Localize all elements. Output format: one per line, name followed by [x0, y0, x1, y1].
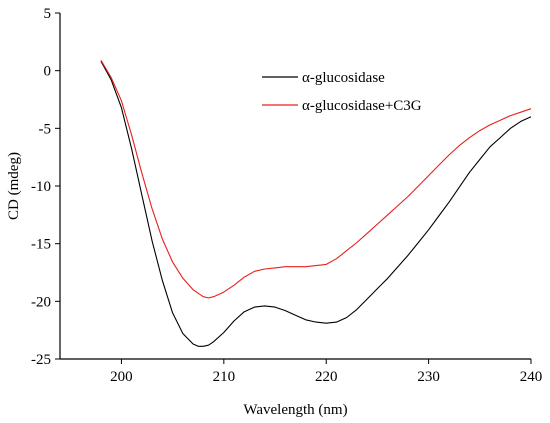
y-ticks: 5 0 -5 -10 -15 -20 -25 [31, 6, 60, 368]
legend-label: α-glucosidase+C3G [302, 98, 422, 114]
x-tick-label: 200 [110, 369, 133, 385]
x-ticks: 200 210 220 230 240 [110, 359, 542, 385]
x-tick-label: 220 [315, 369, 338, 385]
y-axis-label: CD (mdeg) [6, 152, 22, 220]
y-tick-label: -25 [31, 352, 51, 368]
y-tick-label: -5 [39, 121, 52, 137]
x-axis-label: Wavelength (nm) [243, 402, 347, 418]
x-tick-label: 230 [417, 369, 440, 385]
series-lines [100, 60, 532, 347]
legend-label: α-glucosidase [302, 70, 385, 86]
x-tick-label: 240 [520, 369, 543, 385]
y-tick-label: 5 [44, 6, 52, 22]
legend: α-glucosidase α-glucosidase+C3G [262, 70, 422, 114]
y-tick-label: 0 [44, 64, 52, 80]
y-tick-label: -15 [31, 237, 51, 253]
x-tick-label: 210 [213, 369, 236, 385]
series-line [100, 61, 532, 347]
series-line [100, 60, 532, 299]
y-tick-label: -10 [31, 179, 51, 195]
y-tick-label: -20 [31, 294, 51, 310]
